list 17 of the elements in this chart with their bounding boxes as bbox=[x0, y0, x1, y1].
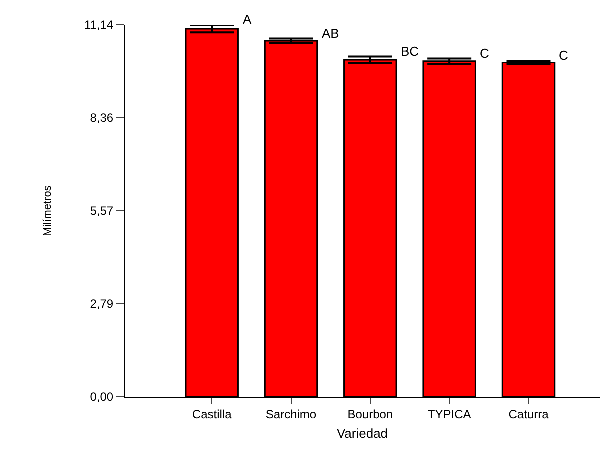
annotation: A bbox=[243, 12, 252, 27]
y-tick-label: 5,57 bbox=[90, 204, 114, 218]
annotation: BC bbox=[401, 44, 420, 59]
y-tick-label: 11,14 bbox=[84, 18, 114, 32]
x-tick-label: Sarchimo bbox=[266, 407, 317, 422]
x-tick-label: Castilla bbox=[192, 407, 232, 422]
annotation: C bbox=[480, 46, 490, 61]
y-tick-label: 0,00 bbox=[90, 390, 114, 404]
x-axis-title: Variedad bbox=[336, 426, 388, 441]
y-tick-label: 8,36 bbox=[90, 111, 114, 126]
y-tick-label: 2,79 bbox=[90, 297, 114, 312]
annotation: AB bbox=[322, 26, 340, 41]
annotation: C bbox=[559, 48, 568, 63]
x-tick-label: TYPICA bbox=[428, 407, 472, 422]
x-tick-label: Bourbon bbox=[348, 407, 394, 422]
x-tick-label: Caturra bbox=[508, 407, 550, 422]
y-axis-title: Milímetros bbox=[42, 185, 54, 236]
